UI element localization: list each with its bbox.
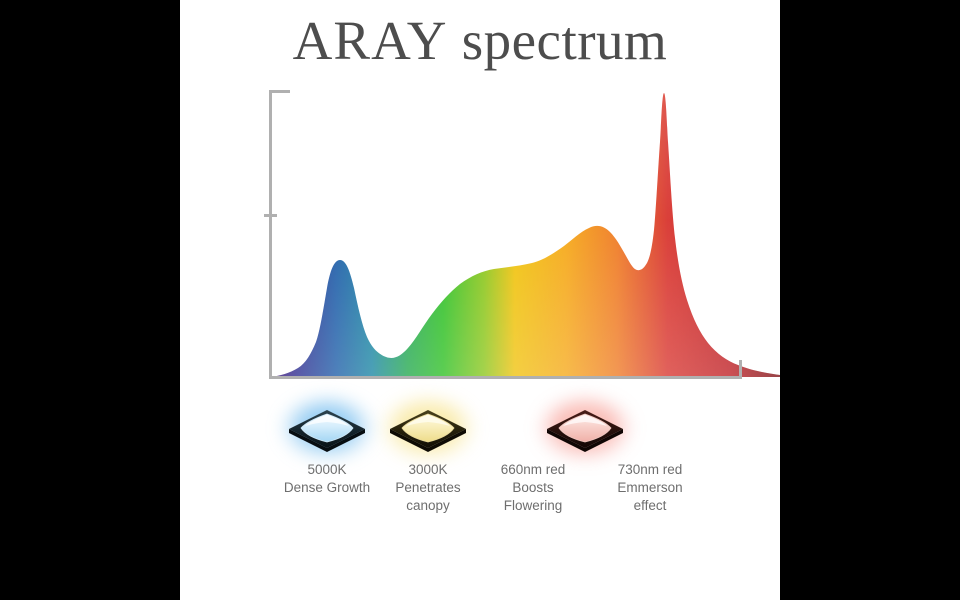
caption-730nm-line-1: Emmerson <box>617 480 683 495</box>
led-base-skirt-5000k <box>289 429 365 452</box>
caption-660nm-line-0: 660nm red <box>500 462 566 477</box>
led-base-skirt-3000k <box>390 429 466 452</box>
led-dome-highlight-5000k <box>305 415 349 426</box>
spectrum-area-sheen <box>270 93 780 377</box>
led-chip-5000k[interactable] <box>279 398 375 460</box>
caption-660nm-line-1: Boosts <box>512 480 554 495</box>
spectrum-chart <box>180 80 780 400</box>
caption-5000k-line-1: Dense Growth <box>283 480 371 495</box>
led-dome-highlight-red <box>563 415 607 426</box>
led-caption-row: 5000K Dense Growth 3000K Penetrates cano… <box>180 461 780 541</box>
led-chip-row <box>180 398 780 460</box>
letterbox-bar-left <box>0 0 180 600</box>
led-icon-red <box>547 410 623 452</box>
caption-3000k-line-0: 3000K <box>408 462 448 477</box>
chart-axes <box>264 90 742 379</box>
spectrum-area-group <box>270 93 780 377</box>
caption-730nm: 730nm red Emmerson effect <box>570 461 730 515</box>
title-space <box>447 10 461 71</box>
spectrum-chart-svg <box>264 90 780 379</box>
caption-5000k: 5000K Dense Growth <box>247 461 407 497</box>
caption-660nm-line-2: Flowering <box>503 498 563 513</box>
led-icon-3000k <box>390 410 466 452</box>
caption-660nm: 660nm red Boosts Flowering <box>453 461 613 515</box>
caption-3000k: 3000K Penetrates canopy <box>348 461 508 515</box>
page-title: ARAY spectrum <box>180 8 780 74</box>
caption-730nm-line-0: 730nm red <box>617 462 683 477</box>
caption-730nm-line-2: effect <box>633 498 667 513</box>
led-chip-3000k[interactable] <box>380 398 476 460</box>
led-icon-5000k <box>289 410 365 452</box>
title-word: spectrum <box>461 10 668 71</box>
caption-5000k-line-0: 5000K <box>307 462 347 477</box>
content-panel: ARAY spectrum <box>180 0 780 600</box>
caption-3000k-line-1: Penetrates <box>395 480 461 495</box>
led-dome-highlight-3000k <box>406 415 450 426</box>
led-chip-red[interactable] <box>537 398 633 460</box>
letterbox-bar-right <box>780 0 960 600</box>
title-brand: ARAY <box>292 10 448 71</box>
caption-3000k-line-2: canopy <box>406 498 450 513</box>
led-base-skirt-red <box>547 429 623 452</box>
